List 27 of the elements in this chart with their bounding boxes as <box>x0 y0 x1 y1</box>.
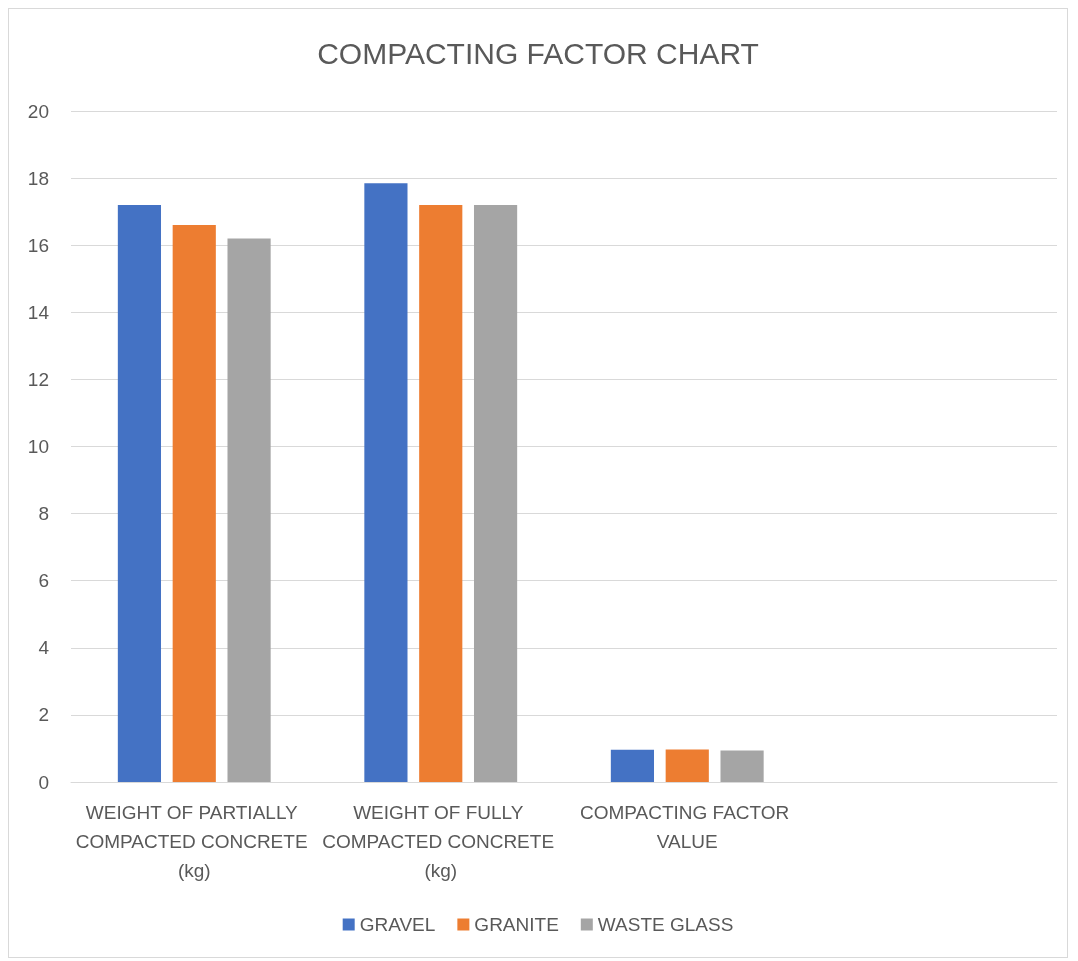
bar <box>610 749 655 782</box>
legend-label: GRAVEL <box>359 914 436 935</box>
x-tick-label: COMPACTING FACTOR VALUE <box>579 802 795 852</box>
y-tick-label: 8 <box>38 503 49 525</box>
bar <box>473 204 518 782</box>
y-tick-label: 14 <box>27 301 50 323</box>
bar <box>227 238 271 782</box>
y-tick-label: 0 <box>38 771 49 793</box>
bar <box>172 225 216 782</box>
bar <box>665 749 709 782</box>
x-tick-label: WEIGHT OF PARTIALLY COMPACTED CONCRETE (kg) <box>75 802 313 881</box>
y-tick-label: 4 <box>38 637 50 659</box>
x-tick-label: WEIGHT OF FULLY COMPACTED CONCRETE (kg) <box>322 802 560 881</box>
legend-label: GRANITE <box>474 914 559 935</box>
y-tick-label: 10 <box>27 436 49 457</box>
y-tick-label: 2 <box>38 704 49 726</box>
y-tick-label: 18 <box>27 167 49 189</box>
legend-label: WASTE GLASS <box>597 914 734 935</box>
bar <box>419 204 463 782</box>
y-tick-label: 12 <box>27 368 49 390</box>
bar <box>117 204 162 782</box>
y-tick-label: 20 <box>27 100 49 122</box>
y-tick-label: 6 <box>38 570 49 592</box>
bar <box>720 750 764 782</box>
chart-title: COMPACTING FACTOR CHART <box>317 36 759 70</box>
bar <box>364 183 408 782</box>
y-tick-label: 16 <box>27 234 49 256</box>
